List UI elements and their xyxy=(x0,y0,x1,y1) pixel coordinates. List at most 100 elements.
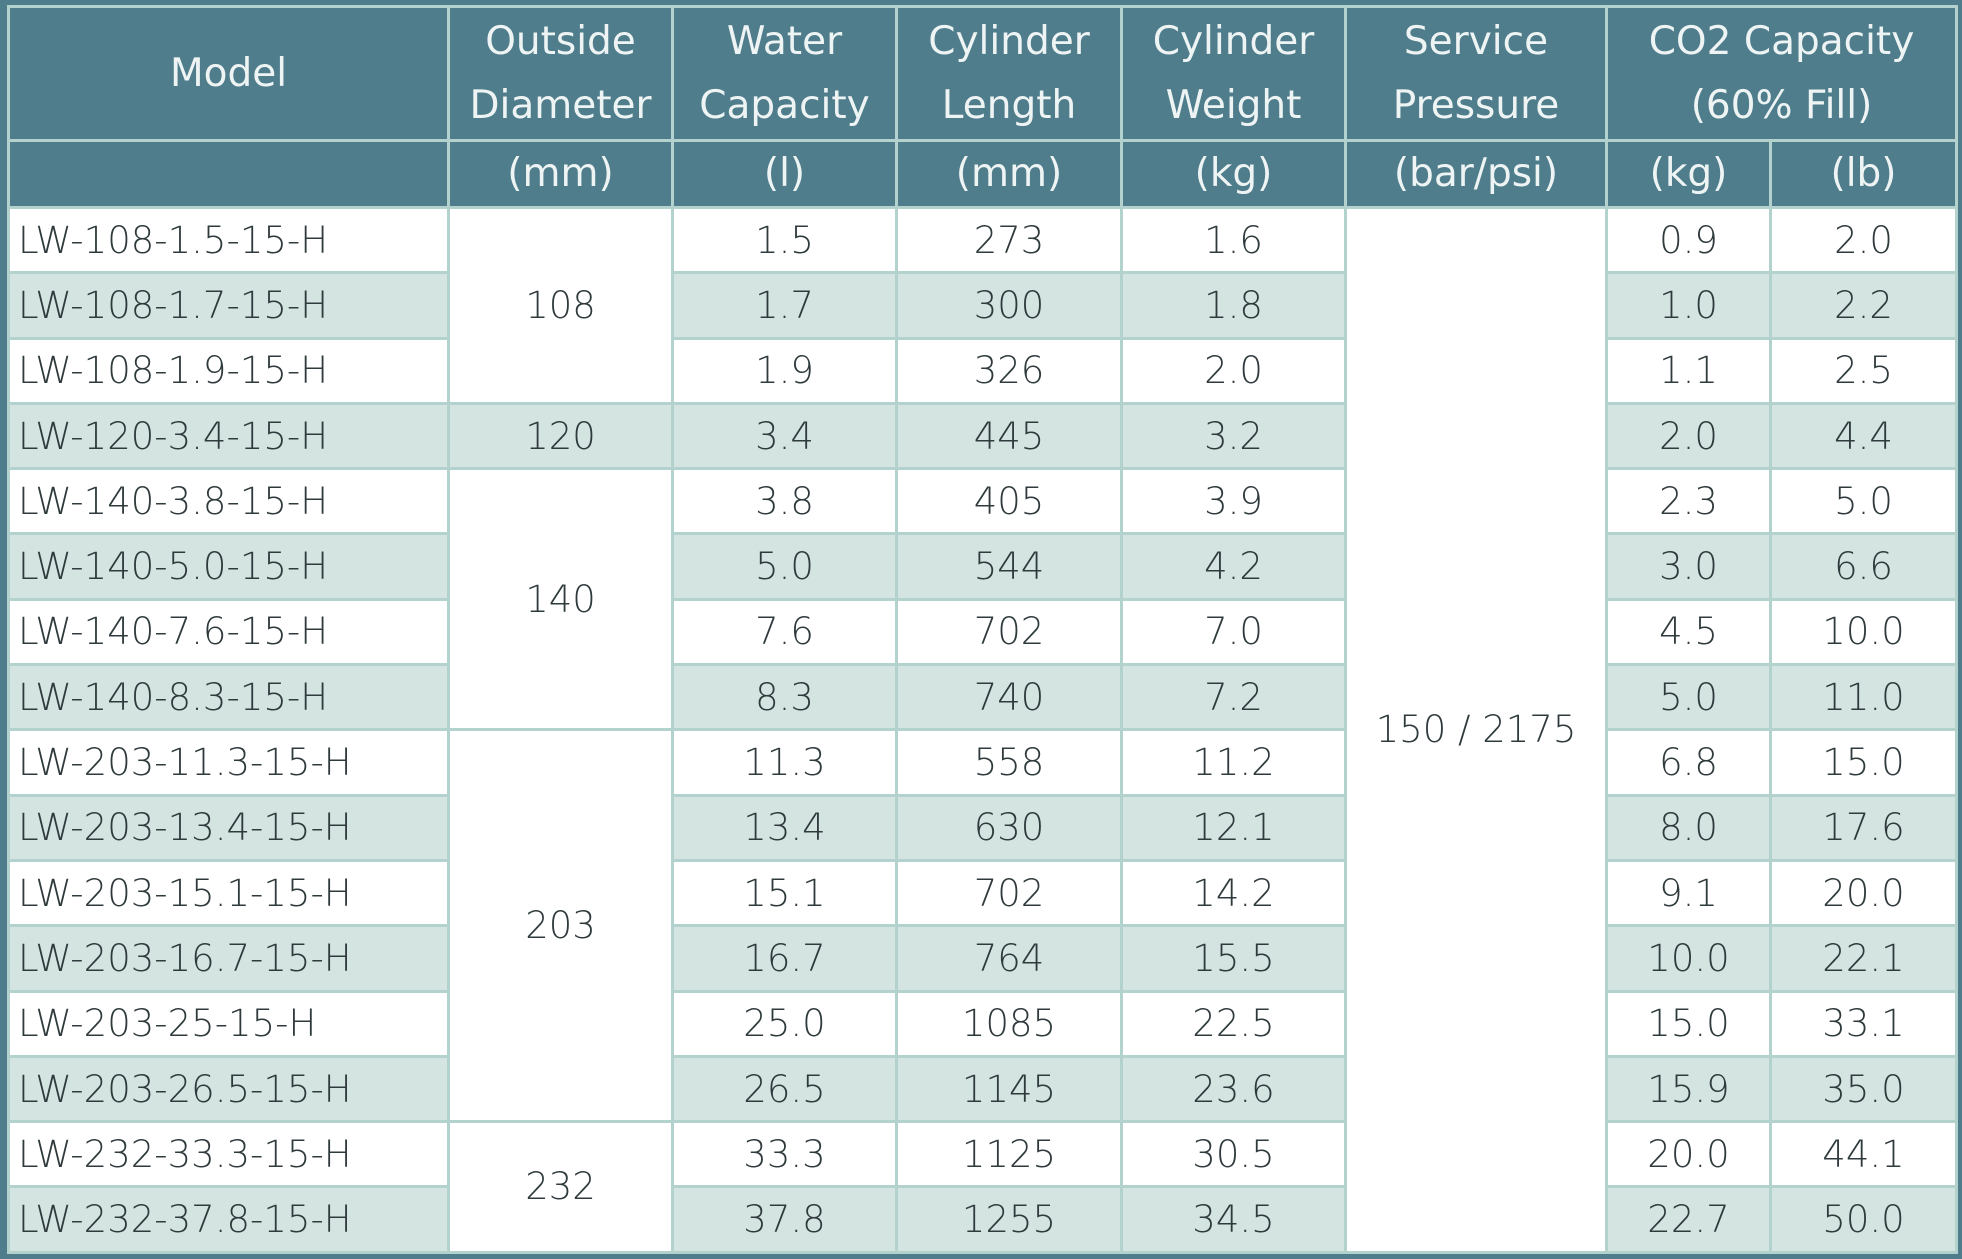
table-row: LW-203-16.7-15-H 16.7 764 15.5 10.0 22.1 xyxy=(7,924,1958,993)
value-cell: 13.4 xyxy=(671,793,898,862)
value-cell: 7.0 xyxy=(1120,597,1347,667)
model-cell: LW-108-1.9-15-H xyxy=(7,336,450,405)
header-row: Model Outside Diameter Water Capacity Cylin… xyxy=(7,5,1958,142)
model-cell: LW-140-3.8-15-H xyxy=(7,467,450,536)
table-row: LW-203-11.3-15-H 203 11.3 558 11.2 6.8 15.0 xyxy=(7,728,1958,1124)
value-cell: 1.5 xyxy=(671,205,898,275)
value-cell: 10.0 xyxy=(1769,597,1958,667)
model-cell: LW-203-25-15-H xyxy=(7,989,450,1058)
table-row: LW-203-15.1-15-H 15.1 702 14.2 9.1 20.0 xyxy=(7,858,1958,928)
value-cell: 1.8 xyxy=(1120,271,1347,340)
value-cell: 8.0 xyxy=(1605,793,1772,862)
model-cell: LW-232-37.8-15-H xyxy=(7,1185,450,1254)
value-cell: 764 xyxy=(895,924,1123,993)
unit-row: (mm) (l) (mm) (kg) (bar/psi) (kg) (lb) xyxy=(7,139,1958,209)
unit-label: (mm) xyxy=(447,139,674,209)
value-cell: 3.0 xyxy=(1605,532,1772,601)
model-cell: LW-120-3.4-15-H xyxy=(7,401,450,471)
value-cell: 2.2 xyxy=(1769,271,1958,340)
value-cell: 15.9 xyxy=(1605,1054,1772,1124)
column-title: Model xyxy=(7,5,450,142)
value-cell: 273 xyxy=(895,205,1123,275)
value-cell: 50.0 xyxy=(1769,1185,1958,1254)
value-cell: 2.0 xyxy=(1769,205,1958,275)
value-cell: 7.2 xyxy=(1120,663,1347,732)
value-cell: 10.0 xyxy=(1605,924,1772,993)
value-cell: 8.3 xyxy=(671,663,898,732)
model-cell: LW-140-5.0-15-H xyxy=(7,532,450,601)
pressure-cell: 150 / 2175 xyxy=(1344,206,1608,1254)
model-cell: LW-108-1.5-15-H xyxy=(7,205,450,275)
value-cell: 740 xyxy=(895,663,1123,732)
model-cell: LW-203-15.1-15-H xyxy=(7,858,450,928)
value-cell: 14.2 xyxy=(1120,858,1347,928)
table-row: LW-140-3.8-15-H 140 3.8 405 3.9 2.3 5.0 xyxy=(7,467,1958,732)
column-title: Water Capacity xyxy=(671,5,898,142)
value-cell: 20.0 xyxy=(1769,858,1958,928)
value-cell: 1.6 xyxy=(1120,205,1347,275)
table-row: LW-203-13.4-15-H 13.4 630 12.1 8.0 17.6 xyxy=(7,793,1958,862)
diameter-cell: 203 xyxy=(447,728,674,1124)
diameter-cell: 140 xyxy=(447,467,674,732)
column-title: Service Pressure xyxy=(1344,5,1608,142)
value-cell: 4.2 xyxy=(1120,532,1347,601)
value-cell: 9.1 xyxy=(1605,858,1772,928)
value-cell: 0.9 xyxy=(1605,205,1772,275)
value-cell: 30.5 xyxy=(1120,1120,1347,1189)
model-cell: LW-203-13.4-15-H xyxy=(7,793,450,862)
value-cell: 1255 xyxy=(895,1185,1123,1254)
spec-table: Model Outside Diameter Water Capacity Cylin… xyxy=(7,5,1958,1254)
value-cell: 2.0 xyxy=(1120,336,1347,405)
value-cell: 630 xyxy=(895,793,1123,862)
value-cell: 1.9 xyxy=(671,336,898,405)
table-row: LW-232-37.8-15-H 37.8 1255 34.5 22.7 50.0 xyxy=(7,1185,1958,1254)
value-cell: 6.8 xyxy=(1605,728,1772,797)
value-cell: 2.0 xyxy=(1605,401,1772,471)
value-cell: 22.7 xyxy=(1605,1185,1772,1254)
value-cell: 1.1 xyxy=(1605,336,1772,405)
table-row: LW-232-33.3-15-H 232 33.3 1125 30.5 20.0 44.1 xyxy=(7,1120,1958,1254)
value-cell: 37.8 xyxy=(671,1185,898,1254)
table-row: LW-140-7.6-15-H 7.6 702 7.0 4.5 10.0 xyxy=(7,597,1958,667)
value-cell: 5.0 xyxy=(1769,467,1958,536)
value-cell: 1.7 xyxy=(671,271,898,340)
table-row: LW-108-1.9-15-H 1.9 326 2.0 1.1 2.5 xyxy=(7,336,1958,405)
table-row: LW-108-1.5-15-H 108 1.5 273 1.6 150 / 2175 0.9… xyxy=(7,205,1958,1254)
table-row: LW-140-5.0-15-H 5.0 544 4.2 3.0 6.6 xyxy=(7,532,1958,601)
value-cell: 702 xyxy=(895,858,1123,928)
value-cell: 26.5 xyxy=(671,1054,898,1124)
value-cell: 3.2 xyxy=(1120,401,1347,471)
value-cell: 1.0 xyxy=(1605,271,1772,340)
value-cell: 11.3 xyxy=(671,728,898,797)
value-cell: 2.3 xyxy=(1605,467,1772,536)
value-cell: 15.0 xyxy=(1605,989,1772,1058)
value-cell: 44.1 xyxy=(1769,1120,1958,1189)
value-cell: 33.1 xyxy=(1769,989,1958,1058)
column-title: Cylinder Weight xyxy=(1120,5,1347,142)
diameter-cell: 108 xyxy=(447,206,674,405)
value-cell: 558 xyxy=(895,728,1123,797)
value-cell: 11.0 xyxy=(1769,663,1958,732)
value-cell: 1145 xyxy=(895,1054,1123,1124)
unit-label: (lb) xyxy=(1769,139,1958,209)
blank-cell xyxy=(7,139,450,209)
value-cell: 4.5 xyxy=(1605,597,1772,667)
value-cell: 2.5 xyxy=(1769,336,1958,405)
value-cell: 1085 xyxy=(895,989,1123,1058)
value-cell: 326 xyxy=(895,336,1123,405)
value-cell: 3.9 xyxy=(1120,467,1347,536)
value-cell: 405 xyxy=(895,467,1123,536)
table-row: LW-203-25-15-H 25.0 1085 22.5 15.0 33.1 xyxy=(7,989,1958,1058)
value-cell: 33.3 xyxy=(671,1120,898,1189)
value-cell: 35.0 xyxy=(1769,1054,1958,1124)
value-cell: 7.6 xyxy=(671,597,898,667)
unit-label: (bar/psi) xyxy=(1344,139,1608,209)
model-cell: LW-203-16.7-15-H xyxy=(7,924,450,993)
value-cell: 5.0 xyxy=(1605,663,1772,732)
column-title: Cylinder Length xyxy=(895,5,1123,142)
table-row: LW-120-3.4-15-H 120 3.4 445 3.2 2.0 4.4 xyxy=(7,401,1958,471)
table-header: Model Outside Diameter Water Capacity Cylin… xyxy=(7,5,1958,209)
model-cell: LW-203-11.3-15-H xyxy=(7,728,450,797)
